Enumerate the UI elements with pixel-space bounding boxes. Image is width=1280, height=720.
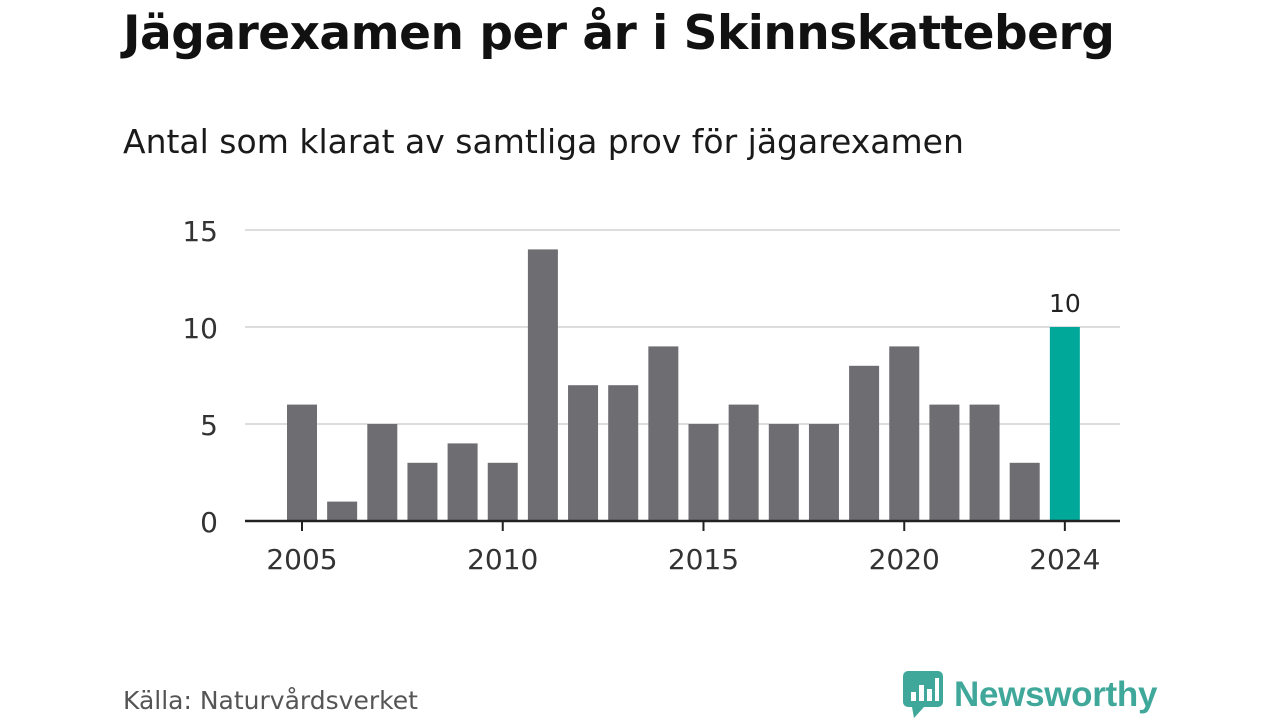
y-tick-label: 10: [182, 312, 218, 345]
x-tick-label: 2005: [266, 543, 337, 576]
bar-2024: [1049, 327, 1080, 521]
bar-2013: [608, 385, 639, 521]
bar-2007: [367, 424, 398, 521]
bar-2005: [287, 404, 317, 521]
chart-title: Jägarexamen per år i Skinnskatteberg: [123, 6, 1115, 61]
bar-2009: [447, 443, 478, 521]
y-tick-label: 15: [182, 215, 218, 248]
chart-subtitle: Antal som klarat av samtliga prov för jä…: [123, 122, 964, 161]
x-tick-label: 2020: [869, 543, 940, 576]
brand-name: Newsworthy: [954, 675, 1158, 714]
bars: [287, 249, 1080, 521]
y-tick-label: 0: [200, 506, 218, 539]
newsworthy-logo-icon: [903, 671, 943, 718]
bar-2021: [929, 404, 960, 521]
bar-2015: [688, 424, 719, 521]
bar-2012: [568, 385, 599, 521]
labels: 0 5 10 15 2005 2010 2015 2020 2024 10: [182, 215, 1100, 576]
bar-2018: [808, 424, 839, 521]
bar-2006: [327, 501, 358, 521]
bar-2008: [407, 462, 438, 521]
bar-2011: [527, 249, 558, 521]
bar-2010: [487, 462, 518, 521]
grid-lines: [245, 229, 1120, 425]
y-tick-label: 5: [200, 409, 218, 442]
x-tick-label: 2024: [1029, 543, 1100, 576]
bar-2022: [969, 404, 1000, 521]
source-note: Källa: Naturvårdsverket: [123, 686, 418, 715]
bar-2020: [889, 346, 920, 521]
bar-2023: [1009, 462, 1040, 521]
axes: [245, 519, 1120, 531]
bar-2019: [849, 365, 880, 521]
bar-2016: [728, 404, 759, 521]
bar-2017: [768, 424, 799, 521]
x-tick-label: 2015: [668, 543, 739, 576]
highlight-data-label: 10: [1049, 289, 1081, 318]
x-tick-label: 2010: [467, 543, 538, 576]
bar-2014: [648, 346, 679, 521]
brand-logo: Newsworthy: [902, 670, 1157, 720]
